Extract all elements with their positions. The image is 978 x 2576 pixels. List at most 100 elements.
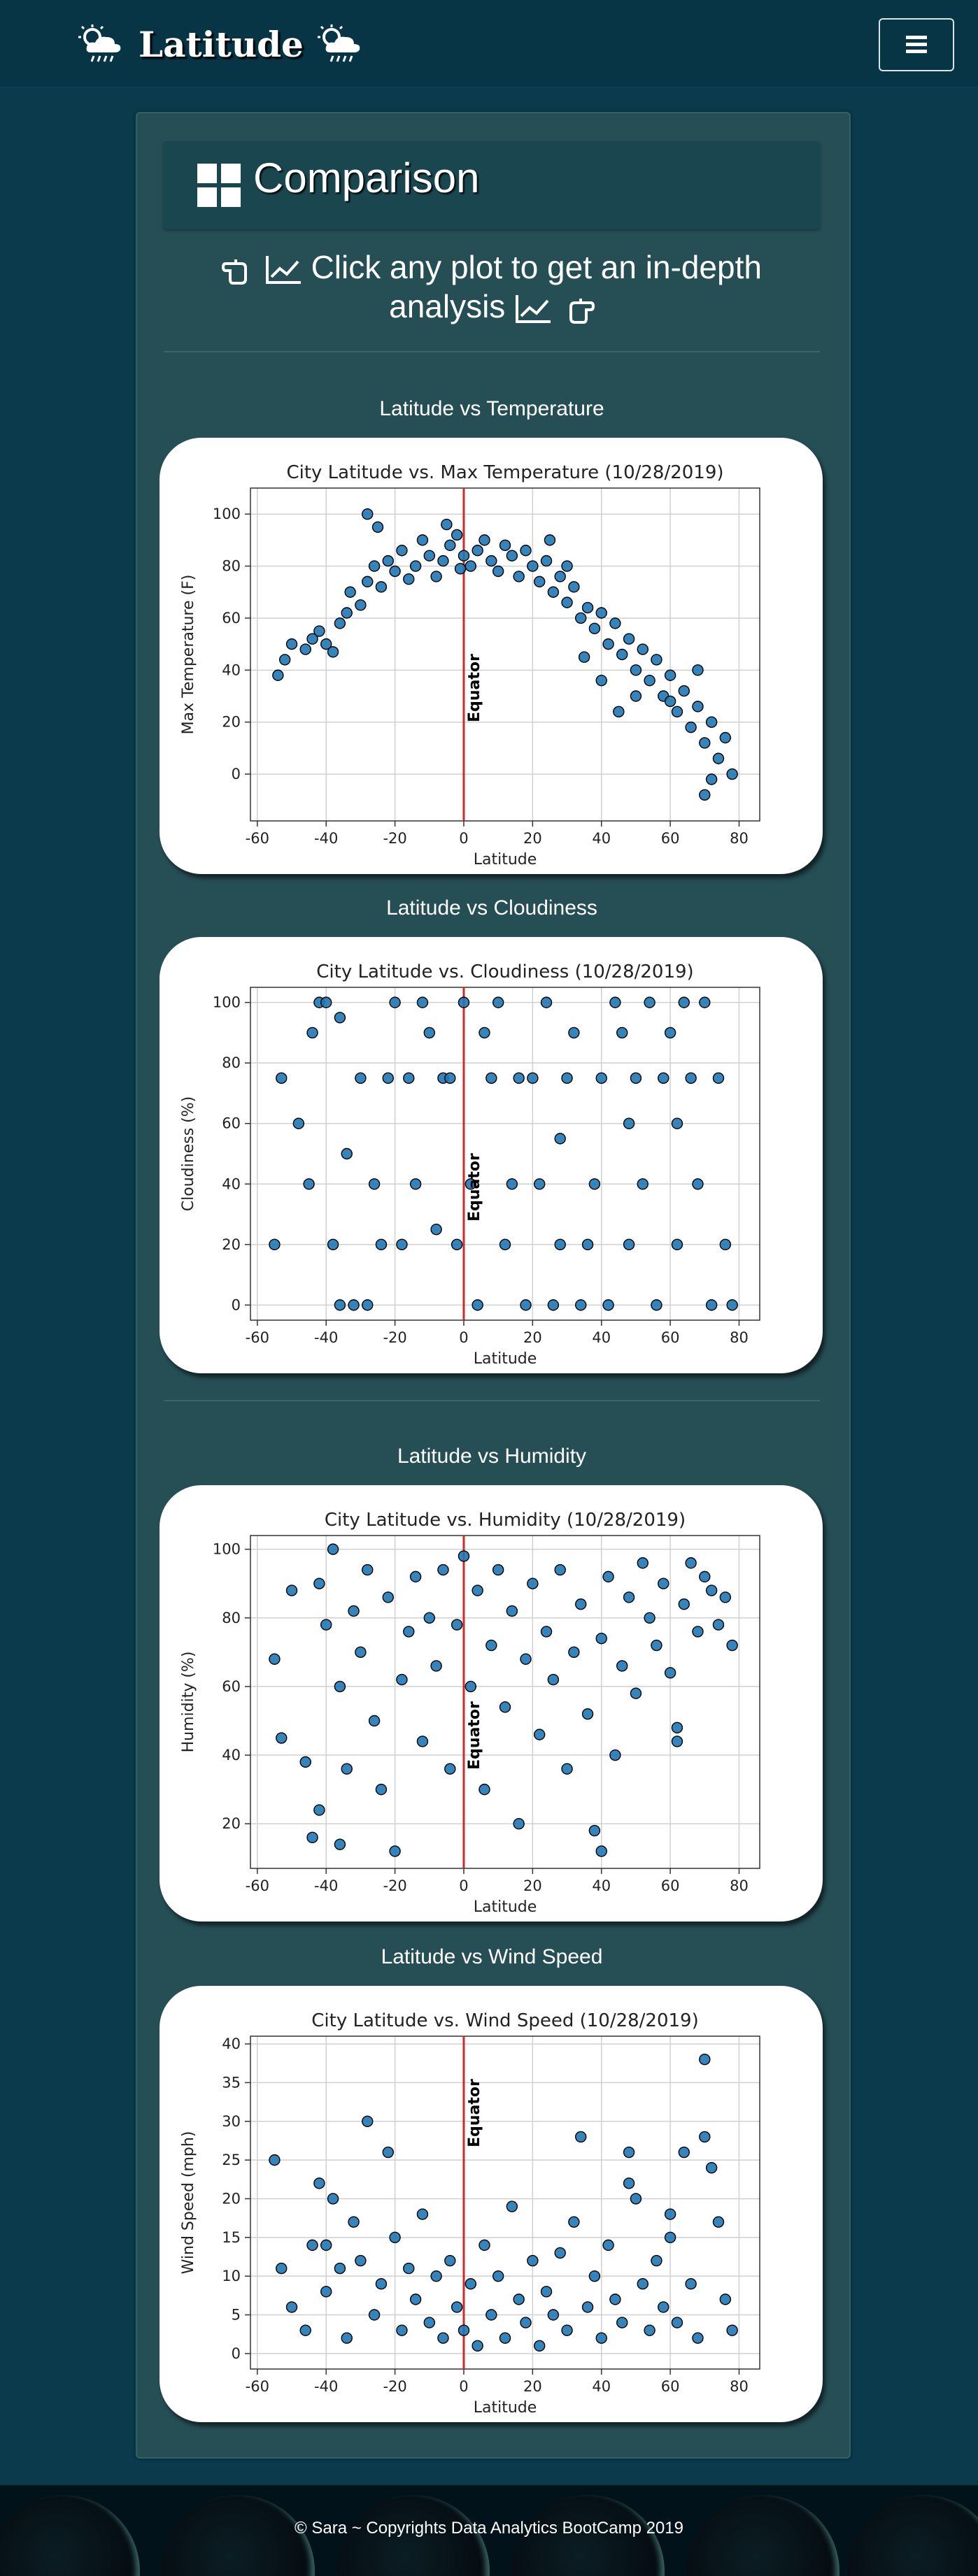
plot-card-wind-speed[interactable]: City Latitude vs. Wind Speed (10/28/2019… bbox=[160, 1986, 823, 2422]
x-axis-label: Latitude bbox=[474, 851, 537, 868]
scatter-plot-cloudiness[interactable]: City Latitude vs. Cloudiness (10/28/2019… bbox=[160, 937, 823, 1373]
data-point bbox=[341, 1147, 353, 1160]
data-point bbox=[320, 996, 332, 1008]
data-point bbox=[313, 625, 325, 637]
data-point bbox=[437, 2332, 449, 2344]
data-point bbox=[658, 1072, 669, 1085]
data-point bbox=[382, 554, 394, 567]
plot-card-temperature[interactable]: City Latitude vs. Max Temperature (10/28… bbox=[160, 438, 823, 874]
data-point bbox=[692, 1178, 704, 1190]
plot-card-cloudiness[interactable]: City Latitude vs. Cloudiness (10/28/2019… bbox=[160, 937, 823, 1373]
y-tick-label: 100 bbox=[213, 506, 241, 522]
data-point bbox=[581, 601, 594, 614]
menu-toggle-button[interactable] bbox=[879, 18, 954, 71]
data-point bbox=[678, 1598, 690, 1610]
data-point bbox=[613, 706, 625, 718]
data-point bbox=[588, 2270, 601, 2282]
data-point bbox=[547, 1673, 560, 1686]
data-point bbox=[575, 612, 587, 624]
scatter-plot-wind-speed[interactable]: City Latitude vs. Wind Speed (10/28/2019… bbox=[160, 1986, 823, 2422]
x-tick-label: 40 bbox=[592, 830, 611, 847]
data-point bbox=[540, 996, 553, 1008]
data-point bbox=[409, 2294, 422, 2305]
y-tick-label: 25 bbox=[222, 2152, 241, 2168]
scatter-plot-humidity[interactable]: City Latitude vs. Humidity (10/28/2019) -… bbox=[160, 1485, 823, 1922]
data-point bbox=[472, 545, 483, 557]
data-point bbox=[602, 1570, 614, 1583]
data-point bbox=[692, 2332, 704, 2344]
data-point bbox=[334, 1838, 346, 1850]
data-point bbox=[334, 2262, 346, 2275]
data-point bbox=[581, 2301, 594, 2313]
chart-title: City Latitude vs. Humidity (10/28/2019) bbox=[325, 1510, 686, 1531]
data-point bbox=[423, 1026, 435, 1039]
data-point bbox=[651, 1299, 662, 1311]
plot-card-humidity[interactable]: City Latitude vs. Humidity (10/28/2019) -… bbox=[160, 1485, 823, 1922]
data-point bbox=[630, 664, 642, 676]
data-point bbox=[554, 1133, 566, 1145]
data-point bbox=[602, 1299, 614, 1311]
comparison-panel: Comparison Click any plot to get an in-d… bbox=[136, 112, 851, 2459]
y-tick-label: 20 bbox=[222, 2190, 241, 2207]
data-point bbox=[389, 565, 401, 578]
data-point bbox=[595, 2332, 607, 2344]
data-point bbox=[602, 638, 614, 650]
x-tick-label: 60 bbox=[661, 830, 680, 847]
y-tick-label: 35 bbox=[222, 2074, 241, 2091]
data-point bbox=[368, 1715, 381, 1727]
x-tick-label: -60 bbox=[246, 830, 269, 847]
data-point bbox=[306, 1026, 318, 1039]
data-point bbox=[520, 1299, 532, 1311]
data-point bbox=[320, 1619, 332, 1631]
section-title-humidity: Latitude vs Humidity bbox=[397, 1445, 587, 1468]
data-point bbox=[692, 664, 704, 676]
data-point bbox=[719, 1591, 732, 1603]
data-point bbox=[651, 654, 662, 666]
hand-point-left-icon bbox=[222, 259, 248, 285]
data-point bbox=[327, 2193, 339, 2205]
data-point bbox=[588, 1178, 601, 1190]
navbar: Latitude bbox=[0, 0, 978, 87]
data-point bbox=[609, 1749, 621, 1761]
data-point bbox=[499, 1238, 511, 1251]
data-point bbox=[334, 1299, 346, 1311]
data-point bbox=[506, 2201, 518, 2212]
data-point bbox=[492, 565, 504, 578]
scatter-plot-temperature[interactable]: City Latitude vs. Max Temperature (10/28… bbox=[160, 438, 823, 874]
y-tick-label: 40 bbox=[222, 661, 241, 678]
x-tick-label: 40 bbox=[592, 2378, 611, 2395]
data-point bbox=[685, 1557, 697, 1569]
equator-label: Equator bbox=[466, 1701, 483, 1770]
data-point bbox=[699, 789, 711, 801]
data-point bbox=[389, 996, 401, 1008]
data-point bbox=[479, 1026, 490, 1039]
data-point bbox=[444, 2254, 456, 2267]
data-point bbox=[334, 1680, 346, 1693]
data-point bbox=[396, 2324, 408, 2336]
data-point bbox=[664, 695, 676, 708]
navbar-brand[interactable]: Latitude bbox=[77, 20, 365, 69]
data-point bbox=[430, 2270, 442, 2282]
x-tick-label: 0 bbox=[459, 1329, 468, 1346]
data-point bbox=[409, 560, 422, 572]
data-point bbox=[547, 2309, 560, 2321]
data-point bbox=[327, 1543, 339, 1555]
data-point bbox=[719, 1238, 732, 1251]
data-point bbox=[533, 2340, 546, 2352]
footer-copyright: © Sara ~ Copyrights Data Analytics BootC… bbox=[295, 2519, 683, 2538]
data-point bbox=[492, 996, 504, 1008]
y-axis-label: Humidity (%) bbox=[180, 1652, 197, 1753]
data-point bbox=[637, 1557, 649, 1569]
x-tick-label: 20 bbox=[523, 2378, 542, 2395]
data-point bbox=[595, 1845, 607, 1857]
data-point bbox=[341, 1763, 353, 1775]
data-point bbox=[423, 2317, 435, 2328]
data-point bbox=[616, 1660, 628, 1672]
y-axis-label: Max Temperature (F) bbox=[180, 575, 197, 735]
data-point bbox=[623, 2146, 635, 2159]
plot-frame bbox=[250, 2035, 760, 2370]
data-point bbox=[276, 1072, 288, 1085]
data-point bbox=[362, 508, 374, 520]
data-point bbox=[651, 2254, 662, 2267]
data-point bbox=[588, 622, 601, 635]
